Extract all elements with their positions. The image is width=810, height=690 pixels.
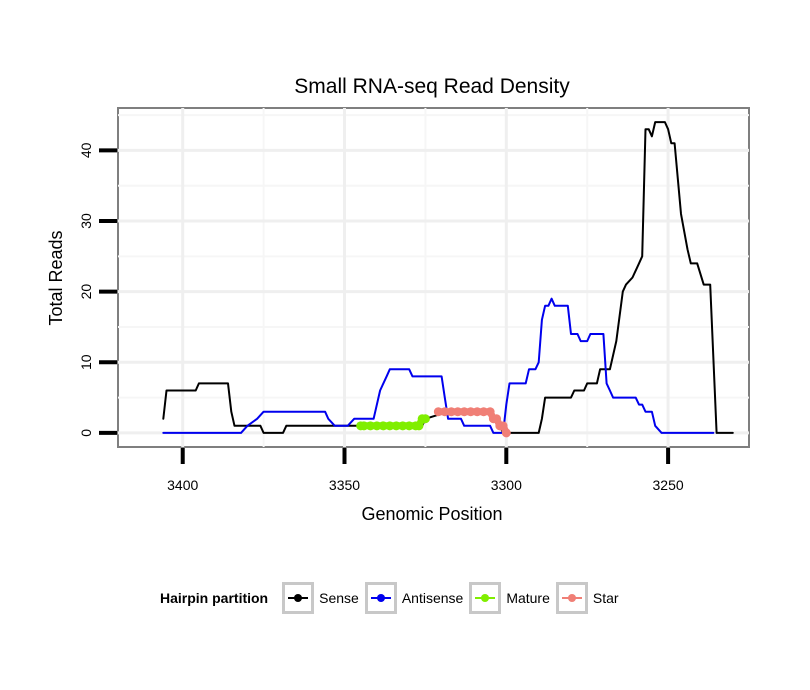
legend-item-star: Star	[555, 582, 619, 614]
data-point-star	[472, 407, 482, 417]
legend-item-mature: Mature	[469, 582, 550, 614]
legend-label-antisense: Antisense	[401, 590, 464, 606]
legend-key-star	[555, 582, 588, 614]
data-point-star	[433, 407, 443, 417]
legend-item-antisense: Antisense	[364, 582, 464, 614]
data-point-mature	[420, 414, 430, 424]
plot-panel	[117, 107, 750, 448]
data-point-star	[498, 421, 508, 431]
x-tick-label: 3350	[329, 477, 360, 493]
y-axis: 0 10 20 30 40	[78, 142, 117, 437]
legend-title: Hairpin partition	[160, 590, 269, 606]
data-point-star	[459, 407, 469, 417]
series-line-antisense	[162, 297, 715, 434]
legend-label-sense: Sense	[319, 590, 359, 606]
data-point-star	[453, 407, 463, 417]
data-point-star	[446, 407, 456, 417]
data-point-mature	[414, 421, 424, 431]
data-point-star	[485, 407, 495, 417]
series-group	[162, 121, 734, 438]
y-tick-label: 40	[78, 142, 94, 158]
x-tick-label: 3250	[653, 477, 684, 493]
legend-label-star: Star	[592, 590, 619, 606]
legend-key-sense	[282, 582, 315, 614]
data-point-mature	[365, 421, 375, 431]
data-point-star	[492, 414, 502, 424]
x-tick-label: 3300	[491, 477, 522, 493]
data-point-mature	[398, 421, 408, 431]
data-point-mature	[378, 421, 388, 431]
y-tick-label: 10	[78, 354, 94, 370]
legend-label-mature: Mature	[506, 590, 550, 606]
y-tick-label: 20	[78, 284, 94, 300]
x-axis: 3400 3350 3300 3250	[167, 448, 684, 493]
series-line-sense	[162, 121, 734, 434]
data-point-mature	[404, 421, 414, 431]
data-point-mature	[391, 421, 401, 431]
legend-item-sense: Sense	[282, 582, 359, 614]
legend-key-antisense	[364, 582, 397, 614]
y-tick-label: 0	[78, 429, 94, 437]
chart-title: Small RNA-seq Read Density	[294, 75, 570, 98]
y-tick-label: 30	[78, 213, 94, 229]
x-axis-label: Genomic Position	[361, 504, 502, 524]
data-point-mature	[359, 421, 369, 431]
data-point-star	[479, 407, 489, 417]
data-point-star	[466, 407, 476, 417]
data-point-mature	[372, 421, 382, 431]
legend-key-mature	[469, 582, 502, 614]
data-point-star	[501, 428, 511, 438]
data-point-mature	[385, 421, 395, 431]
y-axis-label: Total Reads	[46, 230, 66, 325]
x-tick-label: 3400	[167, 477, 198, 493]
legend: Hairpin partition Sense Antisense Mature…	[160, 578, 625, 618]
data-point-star	[440, 407, 450, 417]
